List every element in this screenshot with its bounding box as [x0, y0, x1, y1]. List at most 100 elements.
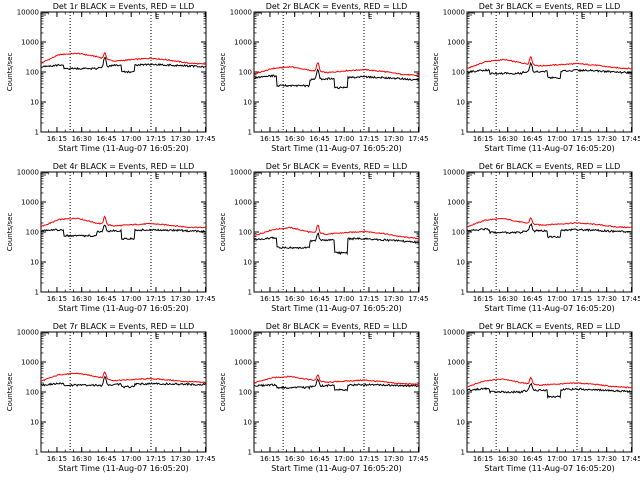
- events-series-line: [253, 378, 420, 392]
- y-axis-label: Counts/sec: [219, 213, 227, 252]
- x-axis-label: Start Time (11-Aug-07 16:05:20): [484, 464, 615, 473]
- x-axis-label: Start Time (11-Aug-07 16:05:20): [484, 144, 615, 153]
- y-tick-label: 10000: [17, 329, 39, 337]
- panel-title: Det 6r BLACK = Events, RED = LLD: [479, 162, 621, 171]
- y-tick-label: 10: [456, 419, 465, 427]
- y-tick-label: 100: [452, 69, 465, 77]
- marker-label: E: [581, 173, 585, 181]
- marker-label: E: [368, 173, 372, 181]
- x-tick-label: 17:00: [121, 455, 141, 463]
- y-tick-label: 1: [461, 129, 465, 137]
- y-axis-label: Counts/sec: [432, 53, 440, 92]
- x-tick-label: 16:45: [96, 455, 116, 463]
- corner-marker: [255, 172, 261, 176]
- x-axis-label: Start Time (11-Aug-07 16:05:20): [58, 144, 189, 153]
- plot-frame: [40, 331, 207, 453]
- marker-label: E: [155, 13, 159, 21]
- x-tick-label: 17:45: [408, 455, 428, 463]
- corner-marker: [468, 332, 474, 336]
- events-series-line: [40, 224, 207, 241]
- x-tick-label: 17:00: [334, 455, 354, 463]
- x-tick-label: 17:15: [146, 455, 166, 463]
- lld-series-line: [466, 217, 633, 229]
- x-axis-label: Start Time (11-Aug-07 16:05:20): [271, 464, 402, 473]
- x-tick-label: 16:30: [285, 295, 305, 303]
- events-series-line: [253, 68, 420, 90]
- y-tick-label: 10: [30, 419, 39, 427]
- x-tick-label: 16:30: [72, 455, 92, 463]
- corner-marker: [255, 332, 261, 336]
- y-tick-label: 1000: [234, 359, 252, 367]
- y-tick-label: 1: [35, 129, 39, 137]
- x-tick-label: 17:45: [408, 295, 428, 303]
- rate-plot: Det 7r BLACK = Events, RED = LLD 1 10 100 10…: [6, 322, 216, 473]
- y-axis-label: Counts/sec: [6, 53, 14, 92]
- plot-frame: [466, 11, 633, 133]
- x-tick-label: 17:00: [547, 135, 567, 143]
- x-tick-label: 16:45: [309, 455, 329, 463]
- x-tick-label: 16:45: [96, 135, 116, 143]
- events-series-line: [40, 376, 206, 389]
- corner-marker: [42, 12, 48, 16]
- y-tick-label: 10: [243, 99, 252, 107]
- panel-title: Det 1r BLACK = Events, RED = LLD: [53, 2, 195, 11]
- x-tick-label: 16:15: [47, 455, 67, 463]
- events-series-line: [466, 61, 633, 80]
- lld-series-line: [40, 371, 207, 384]
- detector-panel-7: Det 7r BLACK = Events, RED = LLD 1 10 100 10…: [0, 320, 216, 480]
- y-tick-label: 10000: [443, 9, 465, 17]
- y-tick-label: 1000: [21, 359, 39, 367]
- x-tick-label: 17:30: [597, 455, 617, 463]
- x-tick-label: 16:30: [72, 295, 92, 303]
- y-tick-label: 10000: [230, 169, 252, 177]
- lld-series-line: [253, 62, 420, 77]
- y-tick-label: 10000: [230, 329, 252, 337]
- x-tick-label: 16:15: [473, 455, 493, 463]
- marker-label: E: [368, 13, 372, 21]
- y-tick-label: 10000: [17, 9, 39, 17]
- plot-frame: [40, 171, 207, 293]
- x-tick-label: 16:45: [309, 295, 329, 303]
- x-tick-label: 16:45: [309, 135, 329, 143]
- lld-series-line: [40, 215, 207, 229]
- y-tick-label: 1: [248, 289, 252, 297]
- x-tick-label: 16:15: [260, 295, 280, 303]
- x-tick-label: 17:30: [171, 295, 191, 303]
- x-tick-label: 17:00: [334, 295, 354, 303]
- marker-label: E: [368, 333, 372, 341]
- plot-frame: [466, 331, 633, 453]
- plot-frame: [253, 331, 420, 453]
- x-tick-label: 17:45: [408, 135, 428, 143]
- rate-plot: Det 1r BLACK = Events, RED = LLD 1 10 100 10…: [6, 2, 216, 153]
- x-tick-label: 16:30: [498, 295, 518, 303]
- x-tick-label: 17:00: [121, 295, 141, 303]
- y-tick-label: 100: [26, 229, 39, 237]
- x-tick-label: 16:30: [498, 135, 518, 143]
- x-tick-label: 16:45: [522, 135, 542, 143]
- y-tick-label: 1000: [447, 39, 465, 47]
- y-tick-label: 10000: [443, 169, 465, 177]
- rate-plot: Det 5r BLACK = Events, RED = LLD 1 10 100 10…: [219, 162, 429, 313]
- rate-plot: Det 2r BLACK = Events, RED = LLD 1 10 100 10…: [219, 2, 429, 153]
- panel-title: Det 2r BLACK = Events, RED = LLD: [266, 2, 408, 11]
- corner-marker: [42, 332, 48, 336]
- x-tick-label: 17:45: [195, 295, 215, 303]
- y-tick-label: 100: [452, 229, 465, 237]
- x-tick-label: 16:15: [47, 135, 67, 143]
- y-tick-label: 100: [26, 389, 39, 397]
- x-tick-label: 16:30: [72, 135, 92, 143]
- x-axis-label: Start Time (11-Aug-07 16:05:20): [58, 464, 189, 473]
- x-tick-label: 16:30: [498, 455, 518, 463]
- x-tick-label: 17:45: [195, 135, 215, 143]
- events-series-line: [253, 232, 420, 256]
- x-tick-label: 16:45: [96, 295, 116, 303]
- x-tick-label: 17:00: [121, 135, 141, 143]
- x-tick-label: 17:45: [195, 455, 215, 463]
- x-tick-label: 17:30: [597, 135, 617, 143]
- y-tick-label: 10000: [17, 169, 39, 177]
- plot-frame: [253, 171, 420, 293]
- x-tick-label: 17:30: [597, 295, 617, 303]
- y-axis-label: Counts/sec: [432, 373, 440, 412]
- x-tick-label: 17:15: [359, 295, 379, 303]
- y-tick-label: 10: [30, 99, 39, 107]
